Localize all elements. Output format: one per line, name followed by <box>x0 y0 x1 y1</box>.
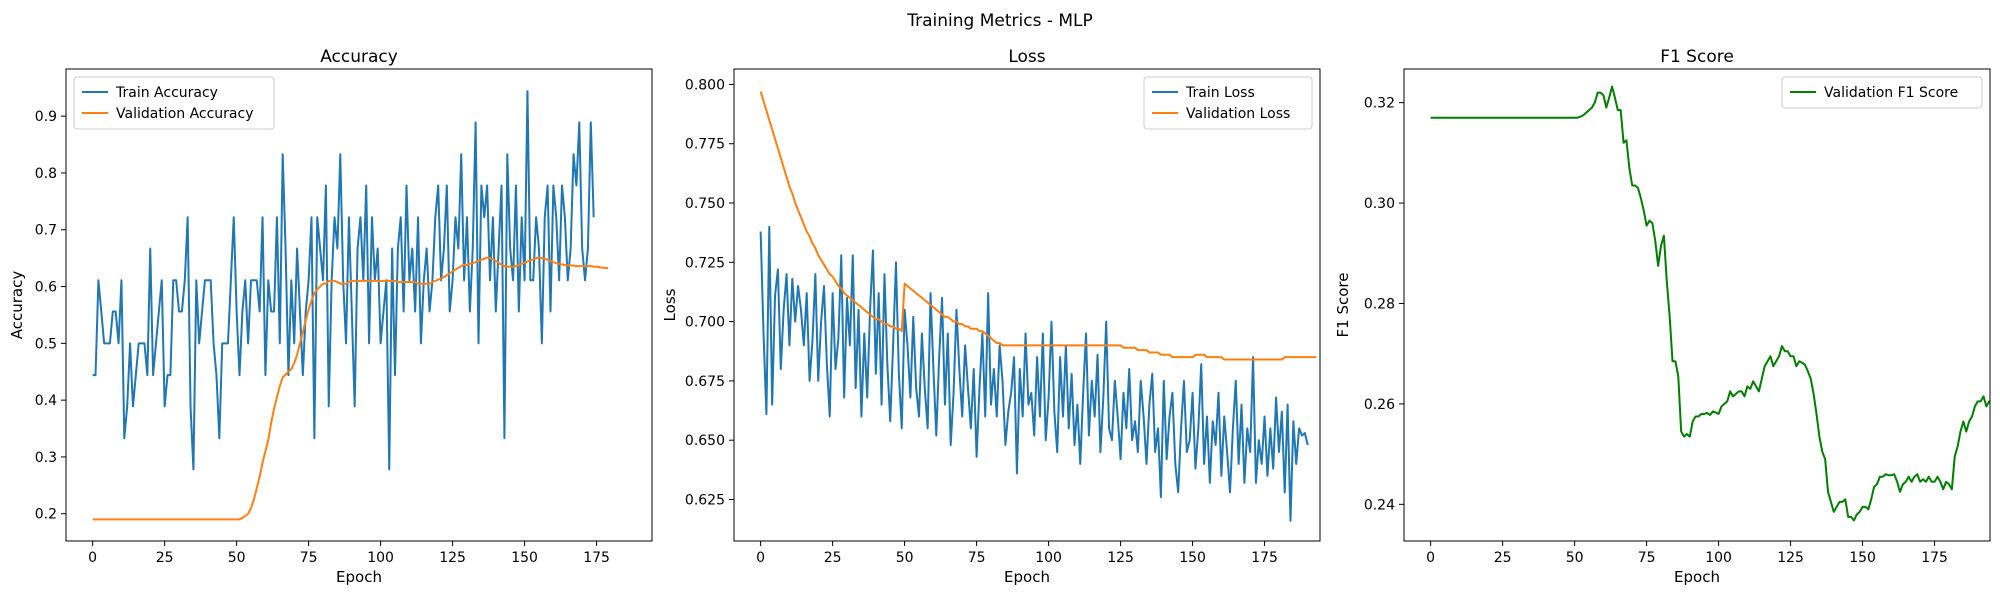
legend-box <box>1781 76 1983 109</box>
legend-box <box>73 76 275 130</box>
legend-label: Train Loss <box>1185 85 1255 101</box>
figure-title: Training Metrics - MLP <box>906 11 1093 31</box>
x-tick-label: 75 <box>300 550 318 566</box>
x-tick-label: 25 <box>156 550 174 566</box>
y-tick-label: 0.700 <box>685 315 725 331</box>
y-axis-label: F1 Score <box>1334 273 1352 338</box>
legend-label: Validation F1 Score <box>1824 85 1958 101</box>
y-tick-label: 0.6 <box>35 280 57 296</box>
y-tick-label: 0.7 <box>35 223 57 239</box>
series-line-validation-accuracy <box>92 256 609 521</box>
legend-label: Validation Accuracy <box>116 106 254 122</box>
y-tick-label: 0.650 <box>685 433 725 449</box>
x-tick-label: 100 <box>1035 550 1062 566</box>
subplot-accuracy: Accuracy 0 25 50 75 100 125 150 175 0.2 0.3 0.4 0.5 0… <box>8 47 653 586</box>
legend-box <box>1143 76 1313 130</box>
y-tick-label: 0.725 <box>685 255 725 271</box>
y-tick-label: 0.30 <box>1364 196 1395 212</box>
x-tick-label: 0 <box>1426 550 1435 566</box>
subplot-title: F1 Score <box>1660 47 1734 67</box>
y-axis-label: Accuracy <box>8 271 26 340</box>
y-tick-label: 0.26 <box>1364 397 1395 413</box>
subplot-title: Accuracy <box>320 47 398 67</box>
x-tick-label: 175 <box>583 550 610 566</box>
y-tick-label: 0.2 <box>35 507 57 523</box>
x-tick-label: 175 <box>1921 550 1948 566</box>
x-tick-label: 125 <box>1107 550 1134 566</box>
series-line-train-loss <box>759 225 1309 522</box>
legend-label: Validation Loss <box>1186 106 1290 122</box>
x-tick-label: 50 <box>228 550 246 566</box>
y-tick-label: 0.3 <box>35 450 57 466</box>
y-tick-label: 0.32 <box>1364 96 1395 112</box>
y-tick-label: 0.675 <box>685 374 725 390</box>
x-tick-label: 0 <box>88 550 97 566</box>
x-tick-label: 100 <box>367 550 394 566</box>
x-tick-label: 150 <box>1179 550 1206 566</box>
y-tick-label: 0.800 <box>685 77 725 93</box>
y-tick-label: 0.625 <box>685 492 725 508</box>
x-tick-label: 150 <box>511 550 538 566</box>
x-tick-label: 125 <box>439 550 466 566</box>
x-tick-label: 50 <box>896 550 914 566</box>
y-tick-label: 0.24 <box>1364 497 1395 513</box>
legend: Train Accuracy Validation Accuracy <box>73 76 275 130</box>
x-tick-label: 75 <box>1638 550 1656 566</box>
plot-frame <box>1403 68 1991 542</box>
subplot-title: Loss <box>1008 47 1045 67</box>
y-tick-label: 0.28 <box>1364 296 1395 312</box>
x-tick-label: 75 <box>968 550 986 566</box>
x-tick-label: 125 <box>1777 550 1804 566</box>
legend: Train Loss Validation Loss <box>1143 76 1313 130</box>
series-line-train-accuracy <box>92 90 595 471</box>
y-tick-label: 0.750 <box>685 196 725 212</box>
series-line-validation-loss <box>759 91 1317 361</box>
y-tick-label: 0.8 <box>35 166 57 182</box>
plot-frame <box>65 68 653 542</box>
x-tick-label: 25 <box>1494 550 1512 566</box>
y-tick-label: 0.5 <box>35 336 57 352</box>
legend: Validation F1 Score <box>1781 76 1983 109</box>
x-axis-label: Epoch <box>1674 568 1720 586</box>
series-line-validation-f1-score <box>1430 85 1990 522</box>
x-axis-label: Epoch <box>1004 568 1050 586</box>
x-tick-label: 100 <box>1705 550 1732 566</box>
subplot-loss: Loss 0 25 50 75 100 125 150 175 0.625 0.650 0.675 0.… <box>661 47 1321 586</box>
y-tick-label: 0.9 <box>35 109 57 125</box>
x-tick-label: 50 <box>1566 550 1584 566</box>
y-axis-label: Loss <box>661 288 679 321</box>
legend-label: Train Accuracy <box>115 85 218 101</box>
y-tick-label: 0.4 <box>35 393 57 409</box>
y-tick-label: 0.775 <box>685 137 725 153</box>
x-tick-label: 25 <box>824 550 842 566</box>
x-axis-label: Epoch <box>336 568 382 586</box>
subplot-f1-score: F1 Score 0 25 50 75 100 125 150 175 0.24 0.26 0.28 0… <box>1334 47 1991 586</box>
x-tick-label: 150 <box>1849 550 1876 566</box>
x-tick-label: 0 <box>756 550 765 566</box>
plot-frame <box>733 68 1321 542</box>
x-tick-label: 175 <box>1251 550 1278 566</box>
subplots: Accuracy 0 25 50 75 100 125 150 175 0.2 0.3 0.4 0.5 0… <box>8 47 1991 586</box>
